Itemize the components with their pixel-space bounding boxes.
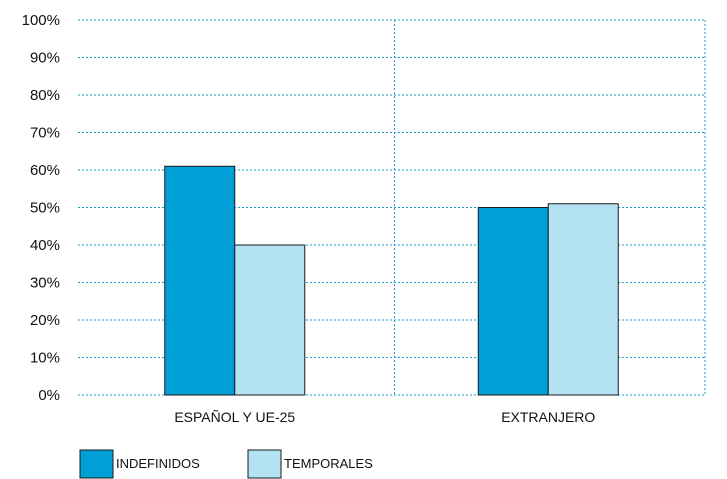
y-tick-label: 90% xyxy=(30,50,60,67)
y-tick-label: 60% xyxy=(30,162,60,179)
bar-temporales xyxy=(234,244,306,396)
y-tick-label: 30% xyxy=(30,275,60,292)
legend-label: TEMPORALES xyxy=(284,456,373,471)
y-tick-label: 50% xyxy=(30,200,60,217)
legend: INDEFINIDOS TEMPORALES xyxy=(79,449,373,479)
x-axis: ESPAÑOL Y UE-25 EXTRANJERO xyxy=(174,409,595,425)
bar-indefinidos xyxy=(164,165,236,396)
bars xyxy=(164,165,619,396)
y-tick-label: 100% xyxy=(22,12,60,29)
y-tick-label: 10% xyxy=(30,350,60,367)
y-tick-label: 80% xyxy=(30,87,60,104)
legend-swatch xyxy=(79,449,114,479)
y-axis: 0% 10% 20% 30% 40% 50% 60% 70% 80% 90% 100% xyxy=(22,12,60,404)
x-category-label: EXTRANJERO xyxy=(501,409,595,425)
bar-indefinidos xyxy=(477,207,549,396)
y-tick-label: 70% xyxy=(30,125,60,142)
y-tick-label: 0% xyxy=(38,387,60,404)
legend-label: INDEFINIDOS xyxy=(116,456,200,471)
x-category-label: ESPAÑOL Y UE-25 xyxy=(174,409,295,425)
y-tick-label: 20% xyxy=(30,312,60,329)
bar-temporales xyxy=(547,203,619,396)
y-tick-label: 40% xyxy=(30,237,60,254)
legend-swatch xyxy=(247,449,282,479)
